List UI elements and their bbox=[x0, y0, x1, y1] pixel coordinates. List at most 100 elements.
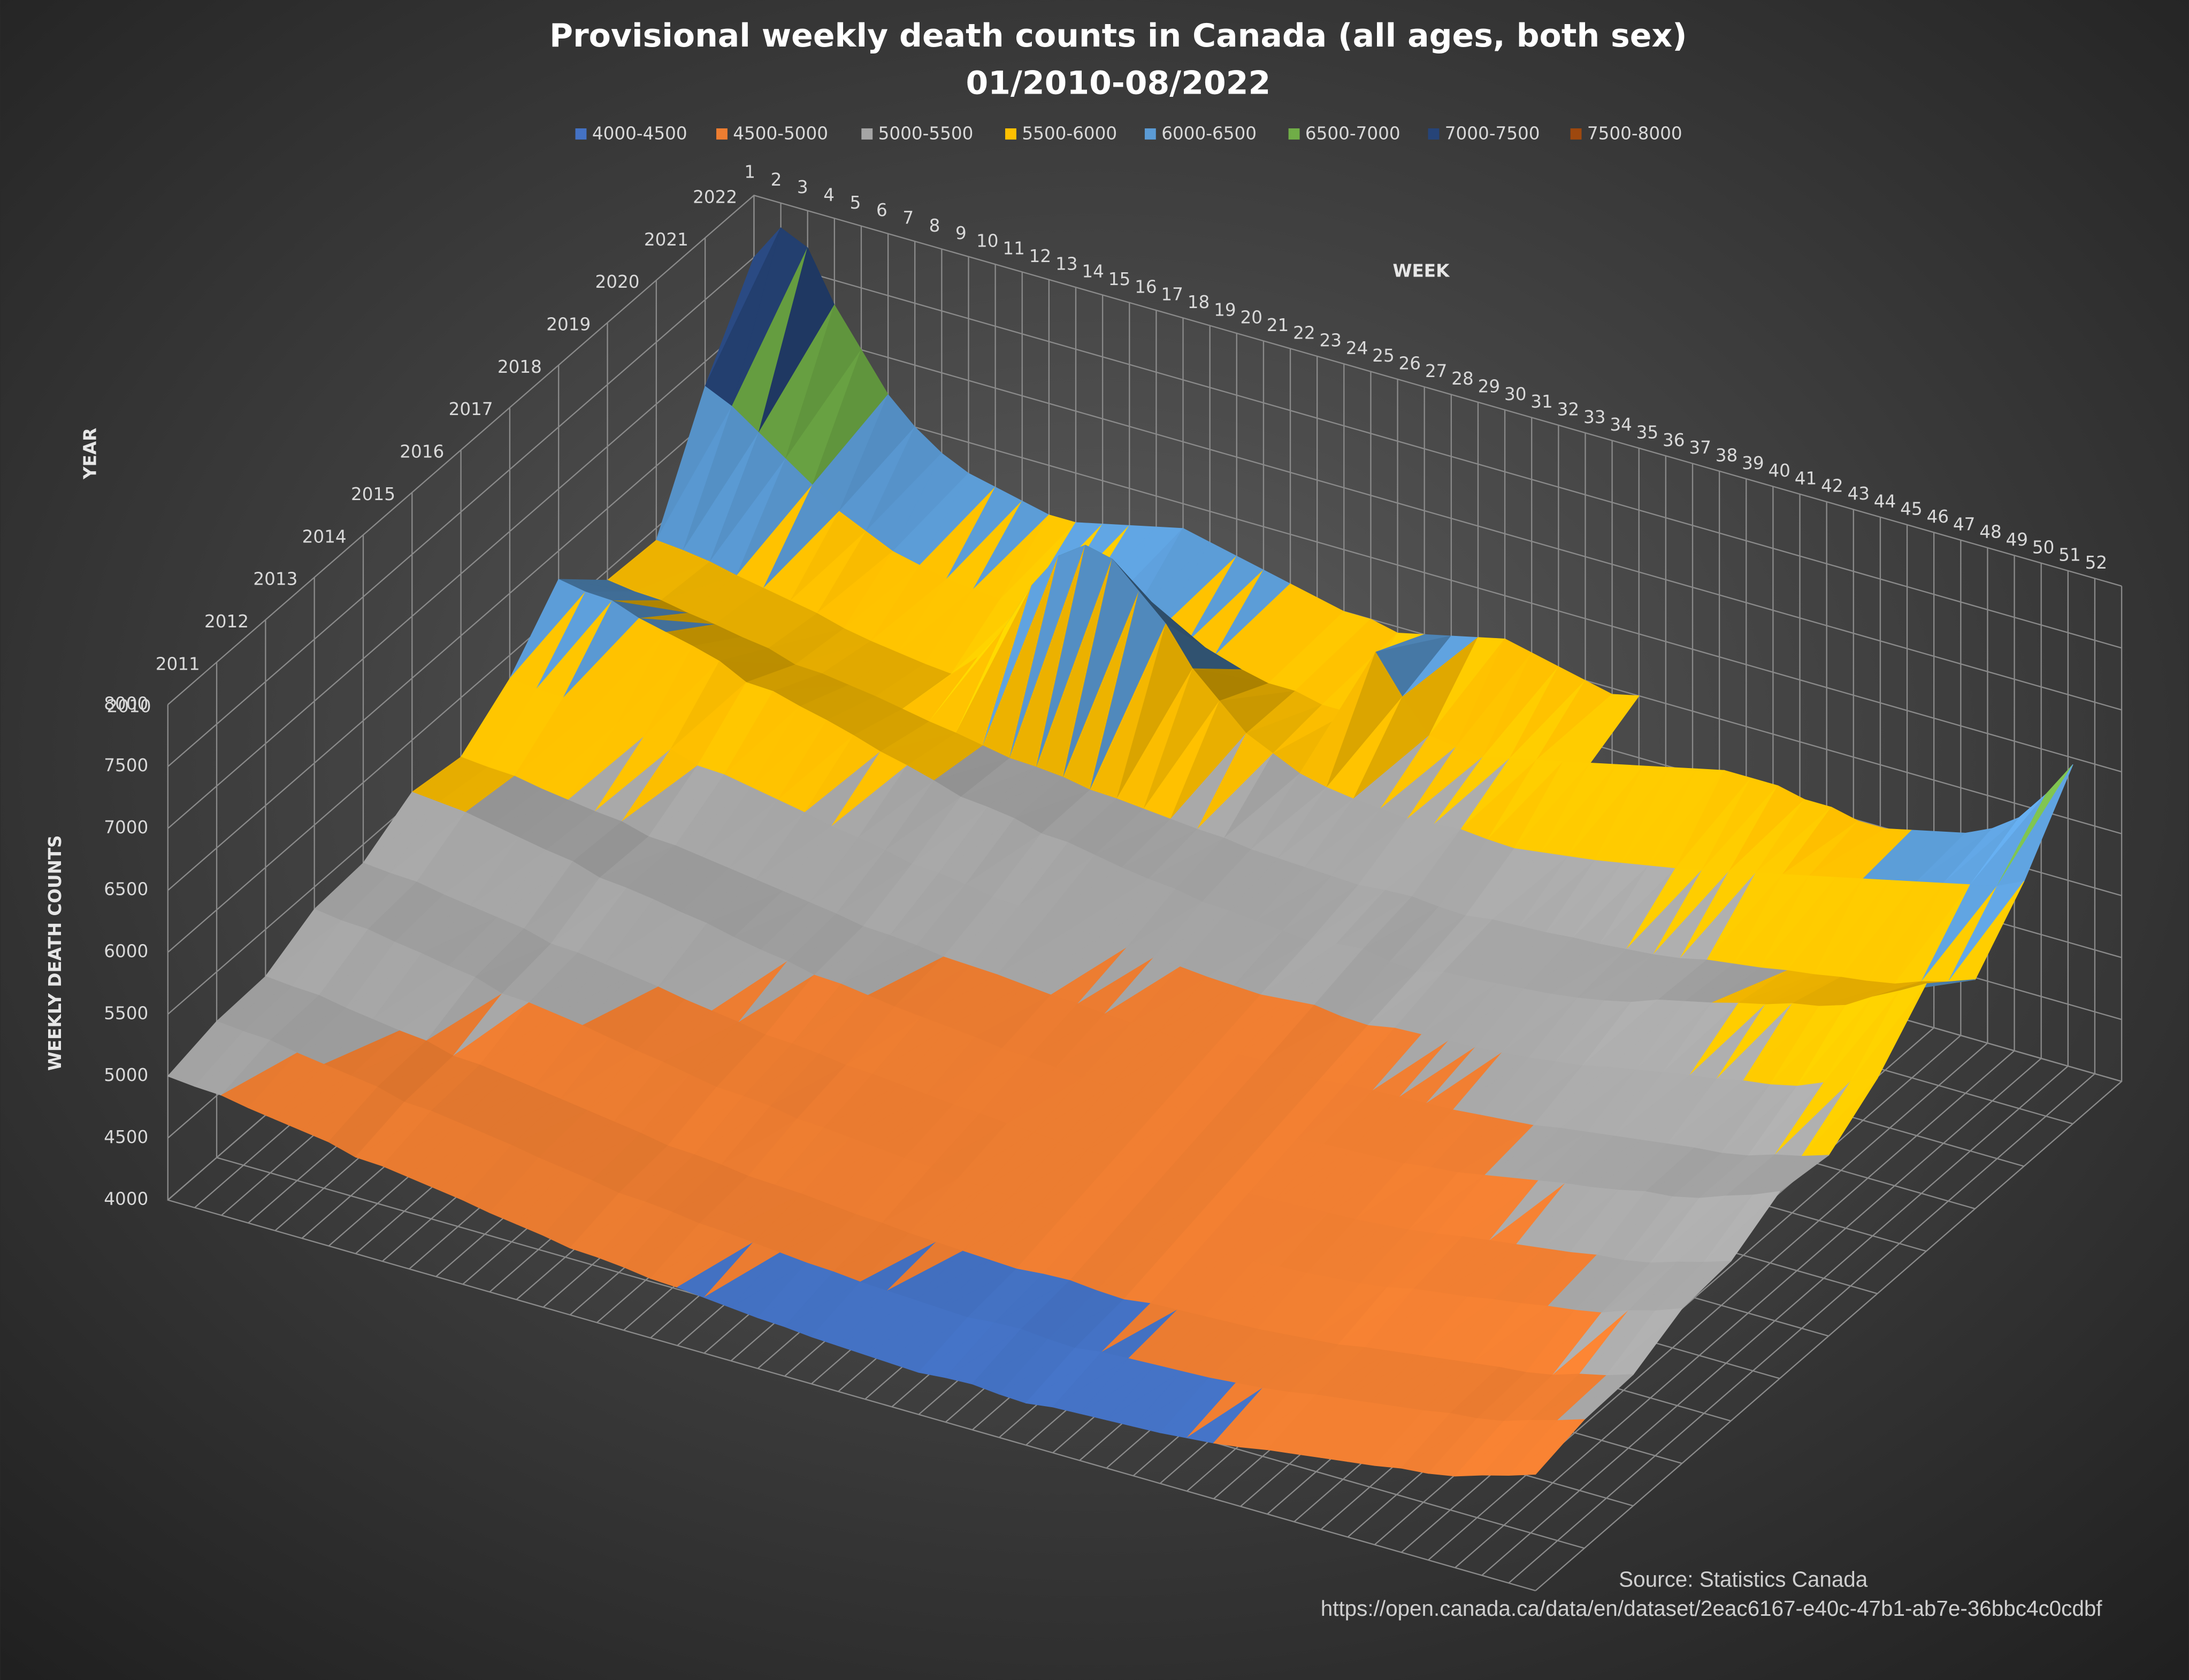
week-tick-label: 8 bbox=[929, 216, 940, 236]
week-tick-label: 14 bbox=[1082, 262, 1104, 282]
week-tick-label: 7 bbox=[902, 208, 914, 228]
z-tick-label: 5000 bbox=[104, 1065, 148, 1085]
week-tick-label: 3 bbox=[797, 177, 808, 197]
year-tick-label: 2010 bbox=[106, 696, 151, 717]
year-tick-label: 2022 bbox=[693, 187, 737, 207]
week-tick-label: 42 bbox=[1821, 476, 1843, 496]
week-tick-label: 39 bbox=[1742, 453, 1764, 473]
week-tick-label: 12 bbox=[1029, 246, 1052, 266]
year-tick-label: 2016 bbox=[400, 442, 444, 462]
week-tick-label: 49 bbox=[2006, 530, 2029, 550]
week-tick-label: 45 bbox=[1900, 499, 1923, 519]
legend-label: 5000-5500 bbox=[878, 124, 974, 144]
source-note: Source: Statistics Canada bbox=[1619, 1567, 1868, 1591]
legend-swatch bbox=[861, 128, 873, 140]
week-tick-label: 21 bbox=[1267, 315, 1289, 335]
week-tick-label: 30 bbox=[1504, 384, 1527, 404]
week-tick-label: 31 bbox=[1530, 392, 1553, 412]
year-tick-label: 2017 bbox=[449, 399, 493, 419]
week-tick-label: 25 bbox=[1372, 346, 1395, 366]
week-tick-label: 17 bbox=[1161, 285, 1183, 305]
week-tick-label: 15 bbox=[1108, 269, 1131, 289]
week-tick-label: 20 bbox=[1240, 308, 1262, 328]
week-tick-label: 26 bbox=[1399, 354, 1421, 374]
week-tick-label: 48 bbox=[1979, 522, 2002, 542]
week-tick-label: 2 bbox=[771, 170, 782, 190]
legend-swatch bbox=[716, 128, 728, 140]
week-tick-label: 32 bbox=[1557, 399, 1580, 419]
x-axis-title: WEEK bbox=[1393, 261, 1451, 281]
source-url: https://open.canada.ca/data/en/dataset/2… bbox=[1321, 1596, 2103, 1621]
year-tick-label: 2011 bbox=[156, 654, 200, 674]
z-tick-label: 4500 bbox=[104, 1127, 148, 1147]
z-tick-label: 4000 bbox=[104, 1189, 148, 1209]
legend-label: 6000-6500 bbox=[1161, 124, 1257, 144]
z-axis-title: WEEKLY DEATH COUNTS bbox=[45, 835, 65, 1071]
legend-swatch bbox=[1144, 128, 1156, 140]
legend-swatch bbox=[1005, 128, 1016, 140]
week-tick-label: 38 bbox=[1716, 445, 1738, 465]
week-tick-label: 29 bbox=[1478, 377, 1501, 397]
week-tick-label: 41 bbox=[1795, 468, 1817, 488]
week-tick-label: 52 bbox=[2085, 553, 2108, 573]
legend: 4000-4500 4500-5000 5000-5500 5500-6000 6000… bbox=[575, 124, 1682, 144]
year-tick-label: 2021 bbox=[644, 229, 688, 250]
chart-subtitle: 01/2010-08/2022 bbox=[966, 65, 1270, 102]
legend-swatch bbox=[1428, 128, 1440, 140]
legend-label: 4500-5000 bbox=[733, 124, 828, 144]
week-tick-label: 50 bbox=[2032, 537, 2055, 557]
week-tick-label: 19 bbox=[1214, 300, 1236, 320]
y-axis-title: YEAR bbox=[80, 428, 100, 480]
week-tick-label: 37 bbox=[1689, 438, 1711, 458]
legend-label: 6500-7000 bbox=[1305, 124, 1400, 144]
z-tick-label: 6000 bbox=[104, 941, 148, 962]
z-tick-label: 6500 bbox=[104, 879, 148, 900]
surface bbox=[167, 227, 2073, 1477]
z-tick-label: 5500 bbox=[104, 1003, 148, 1023]
year-tick-label: 2018 bbox=[497, 357, 542, 377]
year-tick-label: 2019 bbox=[546, 314, 591, 335]
week-tick-label: 43 bbox=[1847, 484, 1870, 504]
year-tick-label: 2014 bbox=[302, 526, 347, 547]
legend-label: 5500-6000 bbox=[1022, 124, 1117, 144]
week-tick-label: 33 bbox=[1583, 407, 1606, 427]
week-tick-label: 35 bbox=[1636, 422, 1659, 442]
z-tick-label: 7000 bbox=[104, 817, 148, 838]
week-tick-label: 9 bbox=[955, 223, 967, 243]
year-tick-label: 2013 bbox=[253, 569, 297, 589]
legend-label: 7500-8000 bbox=[1587, 124, 1682, 144]
z-tick-label: 7500 bbox=[104, 755, 148, 776]
week-tick-label: 5 bbox=[850, 193, 861, 213]
week-tick-label: 28 bbox=[1451, 369, 1474, 389]
week-tick-label: 10 bbox=[976, 231, 998, 251]
legend-swatch bbox=[1570, 128, 1582, 140]
year-tick-label: 2015 bbox=[351, 484, 395, 504]
chart-title: Provisional weekly death counts in Canad… bbox=[549, 17, 1687, 55]
week-tick-label: 4 bbox=[823, 185, 835, 205]
legend-swatch bbox=[575, 128, 587, 140]
week-tick-label: 27 bbox=[1425, 361, 1448, 381]
week-tick-label: 40 bbox=[1768, 461, 1790, 481]
surface-facet bbox=[1508, 1419, 1585, 1476]
year-tick-label: 2020 bbox=[595, 272, 640, 292]
week-tick-label: 16 bbox=[1135, 277, 1157, 297]
week-tick-label: 6 bbox=[876, 200, 887, 220]
week-tick-label: 23 bbox=[1320, 331, 1342, 351]
week-tick-label: 18 bbox=[1188, 292, 1210, 312]
week-tick-label: 46 bbox=[1927, 507, 1949, 527]
week-tick-label: 44 bbox=[1874, 491, 1896, 511]
week-tick-label: 36 bbox=[1663, 430, 1685, 450]
week-tick-label: 24 bbox=[1346, 338, 1368, 358]
z-grid-line bbox=[167, 194, 2122, 705]
week-tick-label: 34 bbox=[1610, 415, 1632, 435]
z-tick-label: 8000 bbox=[104, 693, 148, 714]
week-tick-label: 13 bbox=[1055, 254, 1078, 274]
week-tick-label: 47 bbox=[1953, 514, 1976, 534]
week-tick-label: 11 bbox=[1002, 239, 1025, 259]
week-tick-label: 51 bbox=[2058, 545, 2081, 565]
legend-swatch bbox=[1288, 128, 1300, 140]
week-tick-label: 22 bbox=[1293, 323, 1315, 343]
legend-label: 7000-7500 bbox=[1445, 124, 1540, 144]
legend-label: 4000-4500 bbox=[592, 124, 687, 144]
